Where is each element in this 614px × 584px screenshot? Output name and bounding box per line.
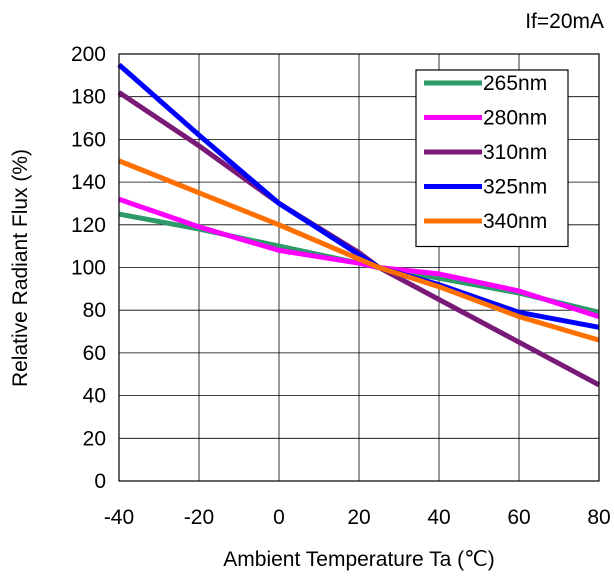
legend-label: 310nm	[483, 141, 547, 164]
y-tick-label: 80	[83, 299, 106, 322]
x-tick-label: 80	[587, 506, 610, 529]
y-tick-label: 120	[71, 214, 106, 237]
y-tick-label: 160	[71, 128, 106, 151]
y-tick-label: 100	[71, 257, 106, 280]
y-tick-label: 180	[71, 86, 106, 109]
x-tick-label: 40	[427, 506, 450, 529]
plot-frame	[118, 53, 600, 482]
legend-label: 265nm	[483, 72, 547, 95]
y-tick-label: 0	[94, 470, 106, 493]
legend-label: 280nm	[483, 107, 547, 130]
condition-label: If=20mA	[525, 10, 604, 33]
x-tick-label: 0	[273, 506, 285, 529]
y-axis-label: Relative Radiant Flux (%)	[9, 149, 32, 387]
legend-label: 325nm	[483, 176, 547, 199]
y-tick-label: 60	[83, 342, 106, 365]
y-tick-label: 140	[71, 171, 106, 194]
tick-labels: -40 -20 0 20 40 60 80 0 20 40 60 80 100 120 140 160 180 2…	[71, 43, 611, 529]
legend-label: 340nm	[483, 210, 547, 233]
x-axis-label: Ambient Temperature Ta (℃)	[223, 548, 494, 571]
y-tick-label: 40	[83, 385, 106, 408]
x-tick-label: -40	[104, 506, 134, 529]
series-line-340nm	[118, 158, 600, 343]
series-lines	[117, 62, 601, 388]
y-tick-label: 200	[71, 43, 106, 66]
y-tick-label: 20	[83, 427, 106, 450]
x-tick-label: 20	[347, 506, 370, 529]
legend: 265nm 280nm 310nm 325nm 340nm	[415, 69, 569, 248]
x-tick-label: -20	[184, 506, 214, 529]
legend-box	[415, 69, 569, 248]
x-tick-label: 60	[507, 506, 530, 529]
